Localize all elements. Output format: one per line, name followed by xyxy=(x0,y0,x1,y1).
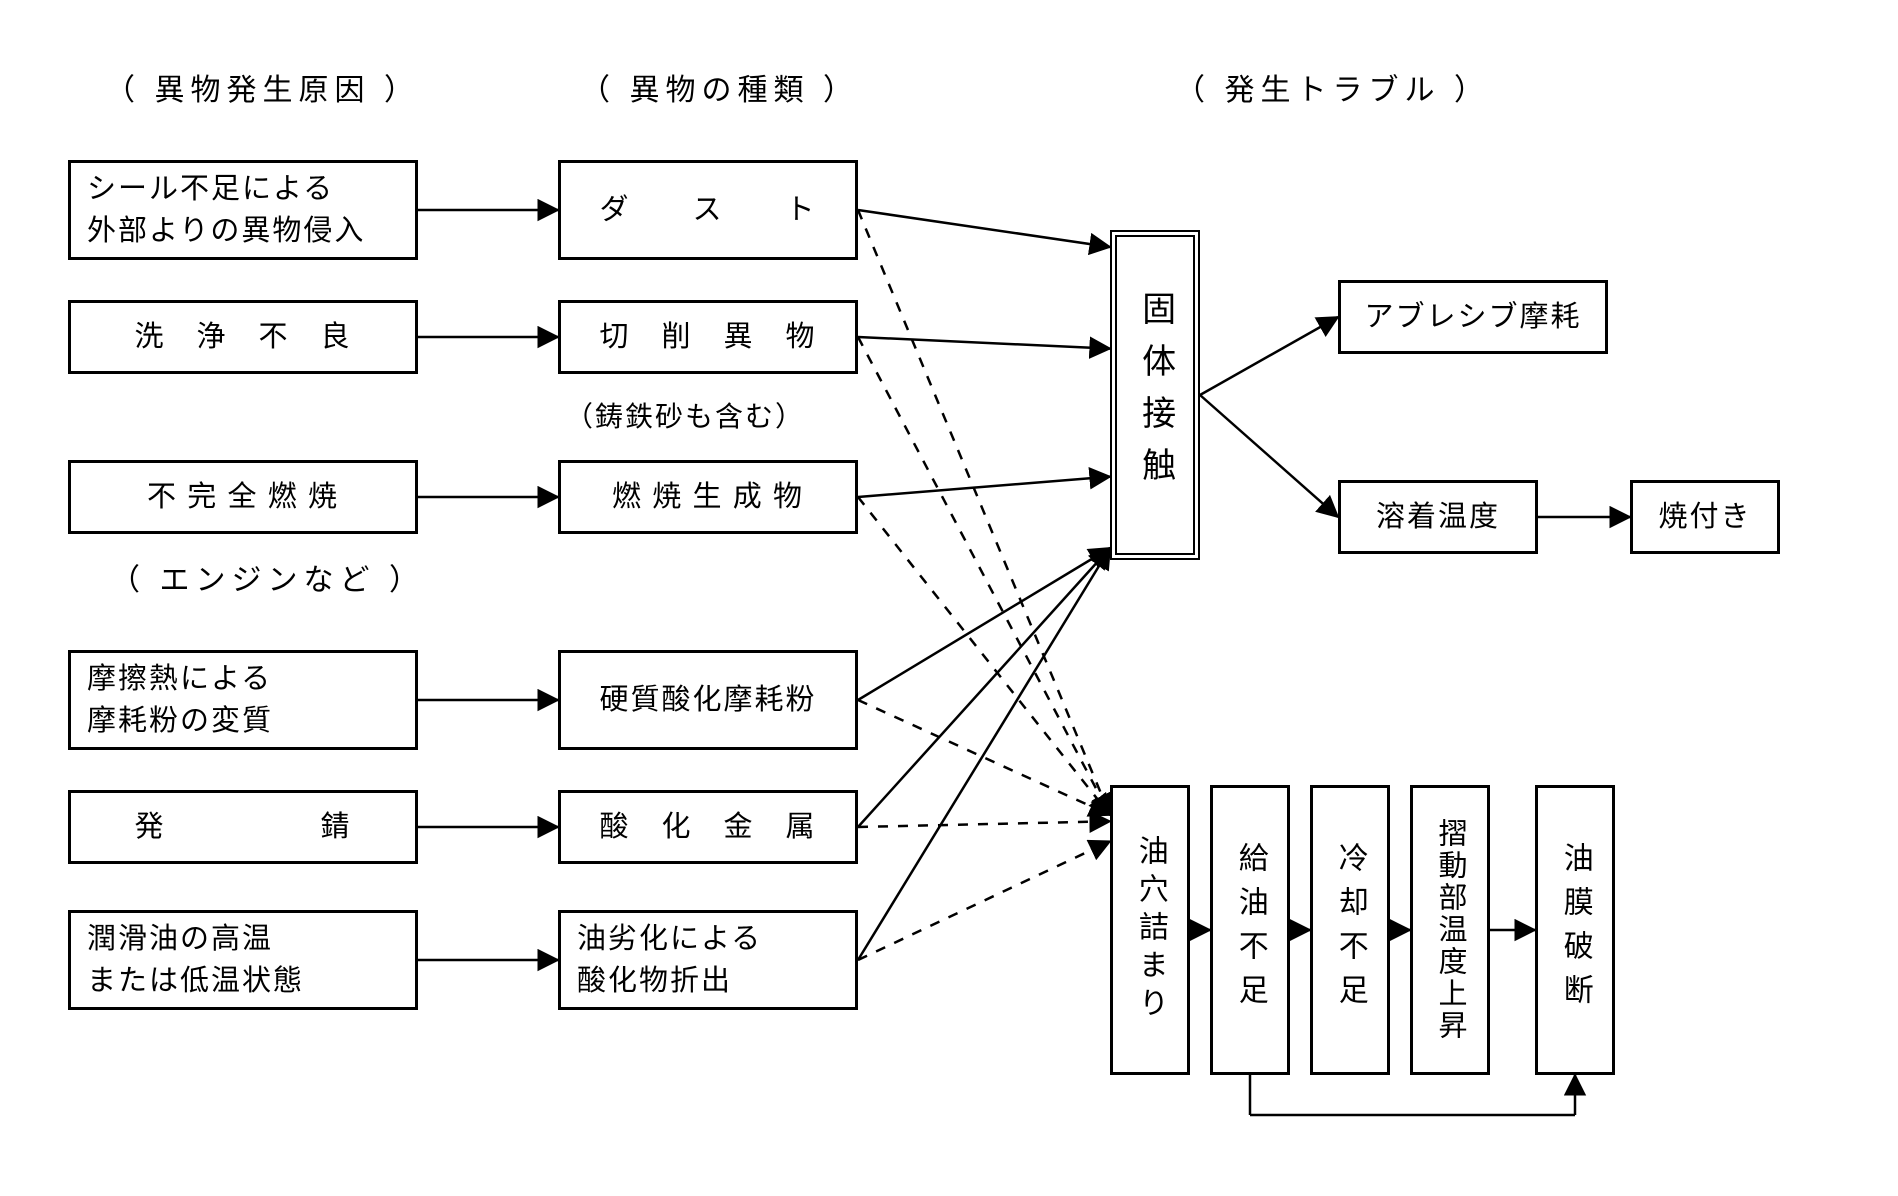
header-causes: （ 異物発生原因 ） xyxy=(105,65,420,109)
node-d1: アブレシブ摩耗 xyxy=(1338,280,1608,354)
node-v3: 冷却不足 xyxy=(1310,785,1390,1075)
node-c1: 固体接触 xyxy=(1110,230,1200,560)
node-v2: 給油不足 xyxy=(1210,785,1290,1075)
node-a1: シール不足による 外部よりの異物侵入 xyxy=(68,160,418,260)
node-a5: 発 錆 xyxy=(68,790,418,864)
header-trouble: （ 発生トラブル ） xyxy=(1175,65,1490,109)
header-kinds: （ 異物の種類 ） xyxy=(580,65,859,109)
note-casting: （鋳鉄砂も含む） xyxy=(565,395,805,435)
node-a6: 潤滑油の高温 または低温状態 xyxy=(68,910,418,1010)
node-v5: 油膜破断 xyxy=(1535,785,1615,1075)
node-b2: 切 削 異 物 xyxy=(558,300,858,374)
node-b3: 燃 焼 生 成 物 xyxy=(558,460,858,534)
diagram-root: { "colors": { "bg":"#ffffff", "fg":"#000… xyxy=(0,0,1898,1196)
node-v4: 摺動部温度上昇 xyxy=(1410,785,1490,1075)
node-a2: 洗 浄 不 良 xyxy=(68,300,418,374)
node-v1: 油穴詰まり xyxy=(1110,785,1190,1075)
node-d2: 溶着温度 xyxy=(1338,480,1538,554)
node-a4: 摩擦熱による 摩耗粉の変質 xyxy=(68,650,418,750)
node-b6: 油劣化による 酸化物折出 xyxy=(558,910,858,1010)
note-engine: （ エンジンなど ） xyxy=(110,555,425,599)
node-b5: 酸 化 金 属 xyxy=(558,790,858,864)
node-d3: 焼付き xyxy=(1630,480,1780,554)
node-b4: 硬質酸化摩耗粉 xyxy=(558,650,858,750)
node-b1: ダ ス ト xyxy=(558,160,858,260)
node-a3: 不 完 全 燃 焼 xyxy=(68,460,418,534)
